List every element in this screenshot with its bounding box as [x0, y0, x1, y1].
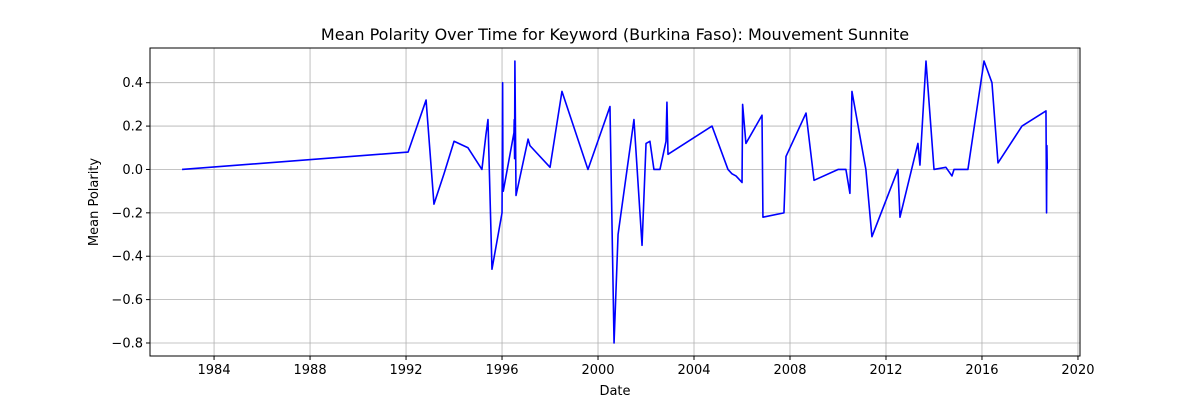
x-tick-label: 1984: [198, 363, 231, 378]
x-axis-ticks: 1984 1988 1992 1996 2000 2004 2008 2012 2016 2020: [198, 356, 1095, 378]
x-tick-label: 1992: [389, 363, 422, 378]
series-line: [181, 60, 1049, 344]
y-tick-label: 0.0: [122, 163, 143, 178]
y-tick-label: −0.8: [111, 336, 143, 351]
y-tick-label: −0.4: [111, 250, 143, 265]
y-tick-label: −0.2: [111, 206, 143, 221]
y-axis-ticks: −0.8 −0.6 −0.4 −0.2 0.0 0.2 0.4: [111, 76, 150, 351]
y-axis-label: Mean Polarity: [87, 158, 102, 247]
y-tick-label: 0.2: [122, 120, 143, 135]
x-tick-label: 1988: [294, 363, 327, 378]
x-tick-label: 2012: [869, 363, 902, 378]
x-tick-label: 2004: [677, 363, 710, 378]
x-tick-label: 2000: [581, 363, 614, 378]
y-tick-label: 0.4: [122, 76, 143, 91]
x-tick-label: 2008: [773, 363, 806, 378]
plot-frame: [149, 47, 1081, 357]
x-tick-label: 2016: [965, 363, 998, 378]
x-axis-label: Date: [599, 384, 630, 399]
x-tick-label: 2020: [1061, 363, 1094, 378]
gridlines: [150, 48, 1080, 356]
series-lines: [181, 60, 1049, 344]
chart-title: Mean Polarity Over Time for Keyword (Bur…: [321, 25, 909, 44]
y-tick-label: −0.6: [111, 293, 143, 308]
x-tick-label: 1996: [485, 363, 518, 378]
